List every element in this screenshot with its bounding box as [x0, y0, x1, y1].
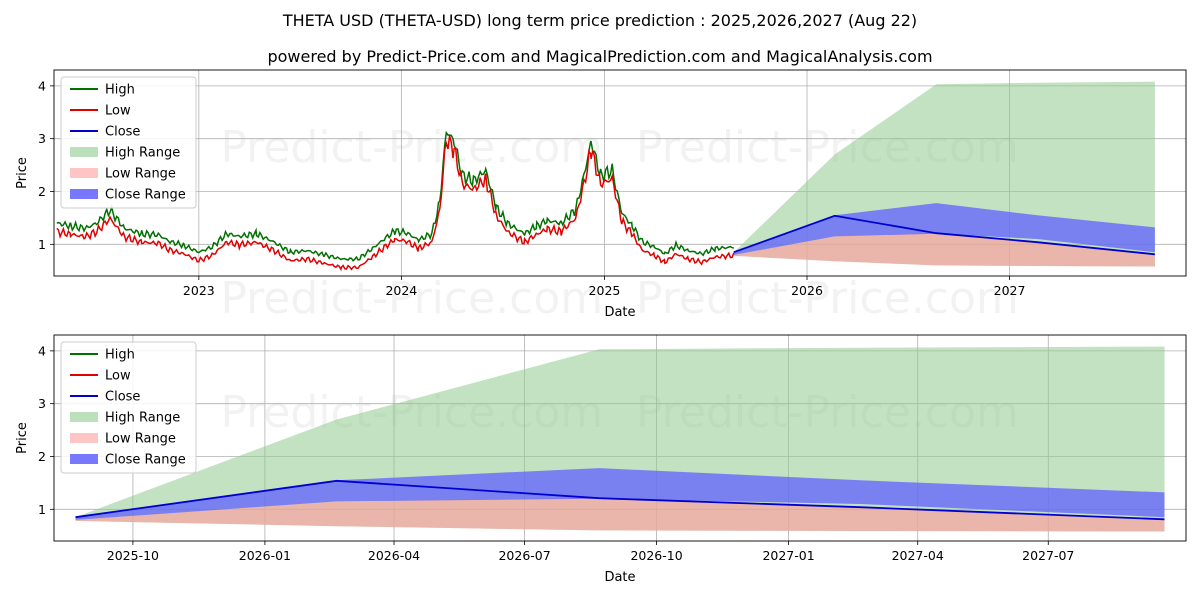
legend-swatch-patch: [70, 189, 98, 199]
top-chart-panel: Predict-Price.com Predict-Price.com Predic…: [15, 69, 1187, 324]
x-tick-label: 2025: [589, 283, 621, 298]
legend: High Low Close High Range Low Range Close Ran…: [60, 341, 197, 474]
y-tick-label: 3: [38, 131, 46, 146]
y-axis-label: Price: [15, 157, 30, 189]
watermark-text: Predict-Price.com: [636, 273, 1019, 324]
x-axis-label: Date: [604, 305, 635, 320]
y-axis-label: Price: [15, 422, 30, 454]
legend-swatch-patch: [70, 412, 98, 422]
watermark-text: Predict-Price.com: [220, 273, 603, 324]
legend-label: Low Range: [105, 432, 176, 447]
legend-swatch-patch: [70, 433, 98, 443]
x-tick-label: 2024: [385, 283, 417, 298]
x-tick-label: 2027-01: [762, 548, 814, 563]
x-tick-label: 2026-10: [630, 548, 682, 563]
high-series-line: [56, 130, 734, 262]
low-range-band: [75, 497, 1165, 532]
close-forecast-line: [75, 479, 1165, 521]
y-tick-label: 3: [38, 396, 46, 411]
legend-label: High Range: [105, 146, 180, 161]
legend-label: Low: [105, 369, 131, 384]
legend-label: Close Range: [105, 188, 186, 203]
x-tick-label: 2023: [183, 283, 215, 298]
y-tick-label: 4: [38, 343, 46, 358]
chart-title: THETA USD (THETA-USD) long term price pr…: [282, 11, 917, 30]
legend-swatch-patch: [70, 168, 98, 178]
legend-label: Close: [105, 390, 140, 405]
legend-label: Low: [105, 104, 131, 119]
legend-label: High Range: [105, 411, 180, 426]
legend-label: Close Range: [105, 453, 186, 468]
y-tick-label: 1: [38, 502, 46, 517]
x-tick-label: 2026-04: [368, 548, 420, 563]
x-tick-label: 2025-10: [107, 548, 159, 563]
watermark-text: Predict-Price.com: [220, 122, 603, 173]
low-series-line: [56, 135, 735, 272]
legend-swatch-patch: [70, 454, 98, 464]
x-tick-label: 2026-01: [239, 548, 291, 563]
legend-label: High: [105, 348, 135, 363]
y-tick-label: 4: [38, 78, 46, 93]
chart-subtitle: powered by Predict-Price.com and Magical…: [267, 47, 932, 66]
legend-label: Close: [105, 125, 140, 140]
x-tick-label: 2027-07: [1022, 548, 1074, 563]
legend: High Low Close High Range Low Range Close Ran…: [60, 76, 197, 209]
low-range-band: [733, 232, 1155, 267]
legend-label: Low Range: [105, 167, 176, 182]
bottom-chart-panel: Predict-Price.comPredict-Price.com123420…: [15, 334, 1187, 585]
x-axis-label: Date: [604, 570, 635, 585]
axes-frame: [53, 334, 1187, 542]
legend-label: High: [105, 83, 135, 98]
y-tick-label: 2: [38, 449, 46, 464]
x-tick-label: 2026-07: [498, 548, 550, 563]
legend-swatch-patch: [70, 147, 98, 157]
y-tick-label: 2: [38, 184, 46, 199]
close-forecast-line: [733, 214, 1155, 256]
x-tick-label: 2027: [994, 283, 1026, 298]
axes-frame: [53, 69, 1187, 277]
y-tick-label: 1: [38, 237, 46, 252]
x-tick-label: 2026: [791, 283, 823, 298]
x-tick-label: 2027-04: [892, 548, 944, 563]
